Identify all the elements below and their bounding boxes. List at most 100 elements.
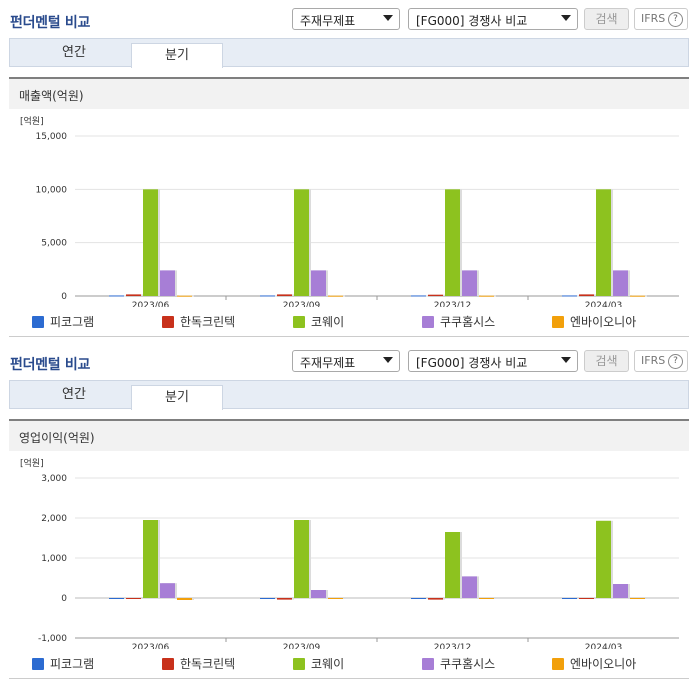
metric-header: 매출액(억원): [9, 77, 689, 109]
panel-header: 펀더멘털 비교 주재무제표 [FG000] 경쟁사 비교 검색 IFRS ?: [0, 0, 696, 36]
revenue-chart-svg: [억원] 0 5,000 10,000 15,000 2023/06 2023/09 2023…: [20, 115, 679, 307]
bar[interactable]: [177, 598, 192, 600]
bar[interactable]: [630, 598, 645, 599]
legend-swatch: [162, 658, 174, 670]
bar[interactable]: [143, 520, 158, 598]
bar[interactable]: [260, 598, 275, 599]
bar[interactable]: [562, 295, 577, 297]
x-tick-label: 2023/06: [132, 643, 170, 649]
bar[interactable]: [613, 270, 628, 296]
bar[interactable]: [445, 189, 460, 296]
divider: [9, 678, 689, 679]
tab-annual[interactable]: 연간: [62, 45, 86, 60]
bar[interactable]: [328, 295, 343, 297]
bar[interactable]: [294, 520, 309, 598]
legend-label: 엔바이오니아: [570, 315, 637, 329]
y-tick-label: -1,000: [38, 634, 67, 644]
statement-select[interactable]: 주재무제표: [292, 8, 400, 30]
tab-annual[interactable]: 연간: [62, 387, 86, 402]
bar[interactable]: [411, 598, 426, 599]
legend-swatch: [293, 658, 305, 670]
bar[interactable]: [143, 189, 158, 296]
chart-legend: 피코그램 한독크린텍 코웨이 쿠쿠홈시스 엔바이오니아: [0, 655, 696, 675]
bar[interactable]: [160, 583, 175, 598]
peer-select[interactable]: [FG000] 경쟁사 비교: [408, 8, 578, 30]
tab-quarterly[interactable]: 분기: [131, 385, 223, 410]
chevron-down-icon: [561, 357, 571, 363]
peer-select-value: [FG000] 경쟁사 비교: [416, 356, 528, 370]
bar[interactable]: [311, 590, 326, 598]
chevron-down-icon: [383, 357, 393, 363]
bar[interactable]: [579, 294, 594, 296]
bar[interactable]: [328, 598, 343, 599]
bar[interactable]: [596, 189, 611, 296]
ifrs-button[interactable]: IFRS ?: [634, 350, 688, 372]
x-tick-label: 2023/09: [283, 301, 321, 307]
bar[interactable]: [126, 294, 141, 296]
bar[interactable]: [126, 598, 141, 599]
bar[interactable]: [311, 270, 326, 296]
revenue-chart: [억원] 0 5,000 10,000 15,000 2023/06 2023/09 2023…: [0, 112, 696, 307]
bar[interactable]: [109, 598, 124, 599]
bar[interactable]: [479, 295, 494, 297]
fundamental-panel-operating-income: 펀더멘털 비교 주재무제표 [FG000] 경쟁사 비교 검색 IFRS ? 연…: [0, 342, 696, 684]
period-tabs: 연간 분기: [9, 380, 689, 410]
ifrs-label: IFRS: [641, 354, 666, 367]
legend-label: 한독크린텍: [180, 657, 236, 671]
bar[interactable]: [579, 598, 594, 599]
legend-item[interactable]: 피코그램: [32, 313, 94, 330]
x-tick-label: 2023/09: [283, 643, 321, 649]
legend-item[interactable]: 엔바이오니아: [552, 655, 636, 672]
bar[interactable]: [596, 520, 611, 598]
legend-item[interactable]: 코웨이: [293, 655, 344, 672]
statement-select[interactable]: 주재무제표: [292, 350, 400, 372]
legend-item[interactable]: 엔바이오니아: [552, 313, 636, 330]
search-button[interactable]: 검색: [584, 350, 629, 372]
legend-swatch: [552, 658, 564, 670]
legend-item[interactable]: 한독크린텍: [162, 655, 235, 672]
bar[interactable]: [462, 270, 477, 296]
metric-title: 영업이익(억원): [19, 431, 95, 445]
y-tick-label: 0: [61, 292, 67, 302]
legend-item[interactable]: 쿠쿠홈시스: [422, 655, 495, 672]
bar[interactable]: [630, 295, 645, 297]
tab-quarterly[interactable]: 분기: [131, 43, 223, 68]
chevron-down-icon: [383, 15, 393, 21]
bar[interactable]: [277, 294, 292, 296]
bar[interactable]: [260, 295, 275, 297]
legend-label: 피코그램: [50, 315, 95, 329]
bar[interactable]: [445, 532, 460, 598]
bar[interactable]: [160, 270, 175, 296]
legend-item[interactable]: 코웨이: [293, 313, 344, 330]
bar[interactable]: [479, 598, 494, 599]
legend-swatch: [293, 316, 305, 328]
legend-item[interactable]: 피코그램: [32, 655, 94, 672]
operating-income-chart: [억원] -1,000 0 1,000 2,000 3,000 2023/06 2023/09…: [0, 454, 696, 649]
legend-item[interactable]: 쿠쿠홈시스: [422, 313, 495, 330]
legend-label: 코웨이: [311, 315, 345, 329]
bar[interactable]: [428, 598, 443, 600]
y-tick-label: 10,000: [36, 185, 68, 195]
bar[interactable]: [562, 598, 577, 599]
bar[interactable]: [411, 295, 426, 297]
y-tick-label: 1,000: [41, 554, 67, 564]
bar[interactable]: [613, 584, 628, 598]
bar[interactable]: [294, 189, 309, 296]
help-icon: ?: [668, 12, 683, 27]
ifrs-button[interactable]: IFRS ?: [634, 8, 688, 30]
search-button[interactable]: 검색: [584, 8, 629, 30]
bar[interactable]: [428, 294, 443, 296]
bar[interactable]: [177, 295, 192, 297]
legend-label: 쿠쿠홈시스: [440, 315, 496, 329]
metric-title: 매출액(억원): [19, 89, 84, 103]
unit-label: [억원]: [20, 115, 44, 127]
help-icon: ?: [668, 354, 683, 369]
legend-label: 한독크린텍: [180, 315, 236, 329]
legend-swatch: [422, 316, 434, 328]
bar[interactable]: [109, 295, 124, 297]
bar[interactable]: [277, 598, 292, 600]
peer-select[interactable]: [FG000] 경쟁사 비교: [408, 350, 578, 372]
metric-header: 영업이익(억원): [9, 419, 689, 451]
bar[interactable]: [462, 576, 477, 598]
legend-item[interactable]: 한독크린텍: [162, 313, 235, 330]
